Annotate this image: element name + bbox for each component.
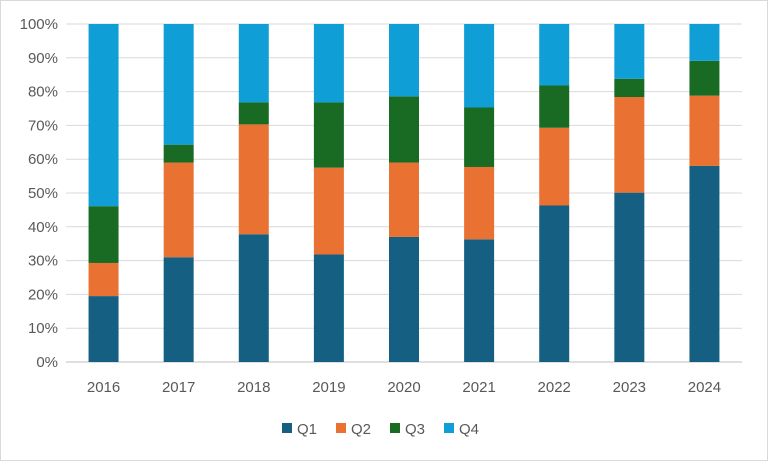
legend-item-q2: Q2	[336, 421, 371, 438]
legend-label: Q4	[459, 421, 479, 438]
legend-swatch	[390, 423, 400, 433]
x-tick-label: 2018	[237, 379, 270, 396]
legend-label: Q2	[351, 421, 371, 438]
legend-label: Q3	[405, 421, 425, 438]
bar-segment-q3-2021	[464, 107, 495, 167]
bar-segment-q4-2016	[88, 24, 119, 207]
bar-segment-q2-2017	[163, 162, 194, 258]
bar-segment-q1-2019	[313, 254, 344, 362]
bar-segment-q1-2023	[614, 192, 645, 362]
bar-segment-q3-2019	[313, 102, 344, 168]
bar-segment-q2-2016	[88, 262, 119, 297]
bar-segment-q2-2019	[313, 167, 344, 255]
y-tick-label: 0%	[36, 354, 58, 371]
legend-item-q1: Q1	[282, 421, 317, 438]
bar-segment-q3-2022	[539, 85, 570, 128]
y-tick-label: 100%	[20, 16, 58, 33]
bar-segment-q2-2018	[238, 124, 269, 235]
bar-segment-q4-2017	[163, 24, 194, 145]
bar-segment-q2-2022	[539, 127, 570, 206]
y-tick-label: 50%	[28, 185, 58, 202]
x-tick-label: 2016	[87, 379, 120, 396]
legend-item-q4: Q4	[444, 421, 479, 438]
bar-segment-q2-2023	[614, 97, 645, 193]
y-tick-label: 40%	[28, 219, 58, 236]
bar-segment-q3-2018	[238, 102, 269, 125]
bar-segment-q1-2018	[238, 234, 269, 362]
bar-segment-q4-2024	[689, 24, 720, 61]
bar-segment-q3-2024	[689, 60, 720, 96]
x-tick-label: 2017	[162, 379, 195, 396]
x-tick-label: 2023	[613, 379, 646, 396]
bar-segment-q4-2018	[238, 24, 269, 103]
y-tick-label: 80%	[28, 84, 58, 101]
y-tick-label: 30%	[28, 253, 58, 270]
bar-segment-q1-2021	[464, 239, 495, 362]
bar-segment-q4-2020	[389, 24, 419, 97]
y-tick-label: 70%	[28, 117, 58, 134]
legend: Q1 Q2 Q3 Q4	[282, 421, 479, 438]
bar-segment-q2-2020	[389, 162, 419, 237]
x-axis-tick-labels: 2016 2017 2018 2019 2020 2021 2022 2023 2024	[87, 379, 721, 396]
bar-segment-q1-2016	[88, 296, 119, 362]
bar-segment-q1-2017	[163, 257, 194, 362]
y-axis-tick-labels: 0% 10% 20% 30% 40% 50% 60% 70% 80% 90% 100%	[20, 16, 58, 371]
y-tick-label: 60%	[28, 151, 58, 168]
y-tick-label: 10%	[28, 320, 58, 337]
bar-segment-q2-2021	[464, 166, 495, 240]
bar-segment-q4-2022	[539, 24, 570, 86]
x-tick-label: 2020	[387, 379, 420, 396]
bar-segment-q1-2020	[389, 236, 419, 362]
legend-swatch	[444, 423, 454, 433]
bars	[88, 24, 720, 362]
bar-segment-q1-2022	[539, 205, 570, 362]
x-tick-label: 2021	[462, 379, 495, 396]
legend-item-q3: Q3	[390, 421, 425, 438]
x-tick-label: 2024	[688, 379, 721, 396]
bar-segment-q4-2021	[464, 24, 495, 108]
x-tick-label: 2019	[312, 379, 345, 396]
bar-segment-q3-2016	[88, 206, 119, 263]
legend-label: Q1	[297, 421, 317, 438]
legend-swatch	[336, 423, 346, 433]
bar-segment-q4-2023	[614, 24, 645, 79]
y-tick-label: 20%	[28, 286, 58, 303]
bar-segment-q3-2023	[614, 78, 645, 98]
bar-segment-q3-2020	[389, 96, 419, 163]
bar-segment-q1-2024	[689, 165, 720, 362]
legend-swatch	[282, 423, 292, 433]
x-tick-label: 2022	[538, 379, 571, 396]
bar-segment-q3-2017	[163, 144, 194, 163]
bar-segment-q2-2024	[689, 95, 720, 166]
y-tick-label: 90%	[28, 50, 58, 67]
bar-segment-q4-2019	[313, 24, 344, 103]
